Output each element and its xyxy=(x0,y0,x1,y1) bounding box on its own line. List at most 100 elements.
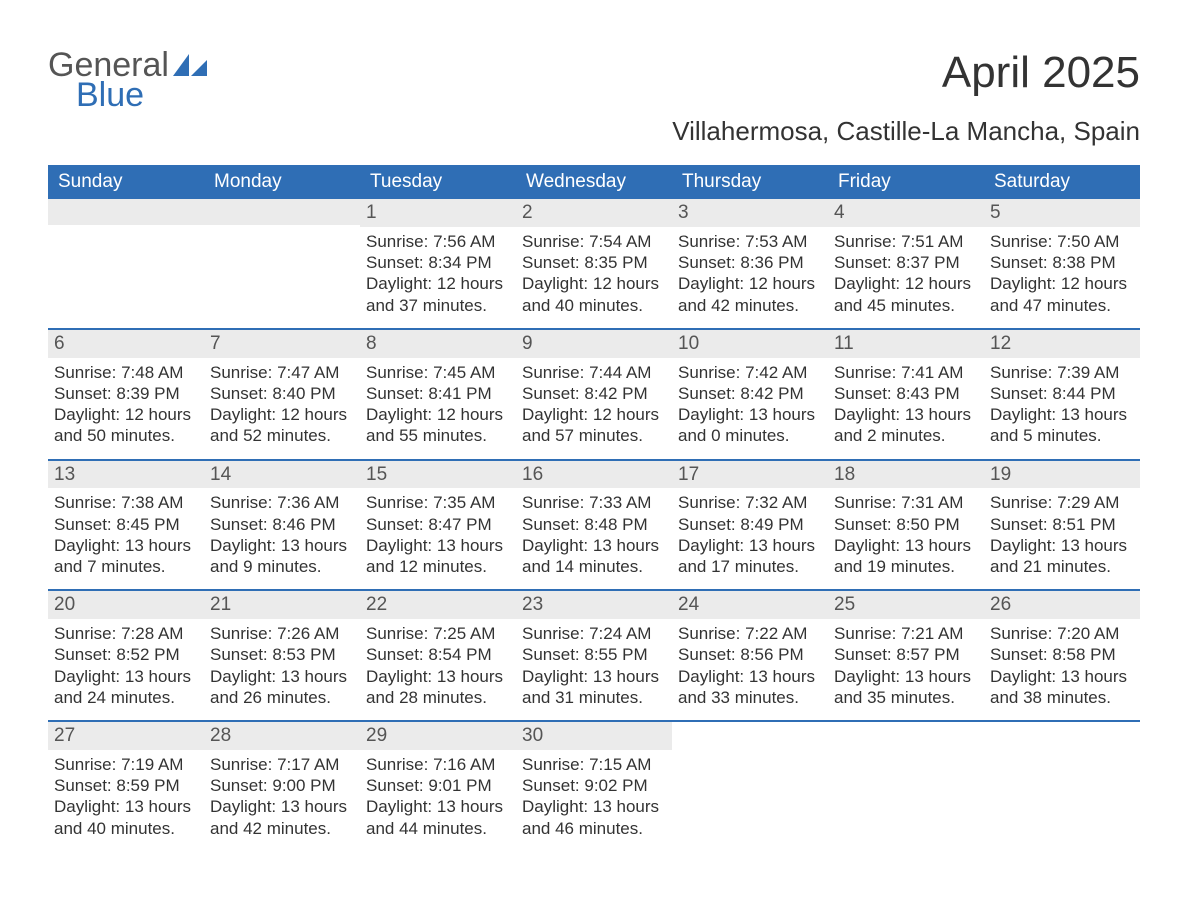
daylight-text: Daylight: 13 hours and 24 minutes. xyxy=(54,666,198,709)
logo-sail-icon xyxy=(173,54,207,76)
sunset-text: Sunset: 8:57 PM xyxy=(834,644,978,665)
cell-content: Sunrise: 7:41 AMSunset: 8:43 PMDaylight:… xyxy=(828,358,984,459)
calendar-week: 6Sunrise: 7:48 AMSunset: 8:39 PMDaylight… xyxy=(48,328,1140,459)
day-number: 20 xyxy=(48,591,204,619)
sunset-text: Sunset: 8:45 PM xyxy=(54,514,198,535)
daylight-text: Daylight: 12 hours and 55 minutes. xyxy=(366,404,510,447)
cell-content: Sunrise: 7:26 AMSunset: 8:53 PMDaylight:… xyxy=(204,619,360,720)
day-number: 26 xyxy=(984,591,1140,619)
daylight-text: Daylight: 13 hours and 12 minutes. xyxy=(366,535,510,578)
day-number: 7 xyxy=(204,330,360,358)
daylight-text: Daylight: 13 hours and 9 minutes. xyxy=(210,535,354,578)
calendar-cell: 27Sunrise: 7:19 AMSunset: 8:59 PMDayligh… xyxy=(48,722,204,851)
daylight-text: Daylight: 13 hours and 28 minutes. xyxy=(366,666,510,709)
cell-content: Sunrise: 7:22 AMSunset: 8:56 PMDaylight:… xyxy=(672,619,828,720)
cell-content: Sunrise: 7:54 AMSunset: 8:35 PMDaylight:… xyxy=(516,227,672,328)
cell-content: Sunrise: 7:42 AMSunset: 8:42 PMDaylight:… xyxy=(672,358,828,459)
sunset-text: Sunset: 8:53 PM xyxy=(210,644,354,665)
calendar-cell: 5Sunrise: 7:50 AMSunset: 8:38 PMDaylight… xyxy=(984,199,1140,328)
sunrise-text: Sunrise: 7:24 AM xyxy=(522,623,666,644)
sunrise-text: Sunrise: 7:47 AM xyxy=(210,362,354,383)
calendar-cell: 8Sunrise: 7:45 AMSunset: 8:41 PMDaylight… xyxy=(360,330,516,459)
day-header-row: Sunday Monday Tuesday Wednesday Thursday… xyxy=(48,165,1140,199)
day-header-thursday: Thursday xyxy=(672,165,828,199)
daylight-text: Daylight: 12 hours and 52 minutes. xyxy=(210,404,354,447)
daylight-text: Daylight: 13 hours and 19 minutes. xyxy=(834,535,978,578)
day-header-tuesday: Tuesday xyxy=(360,165,516,199)
day-number: 23 xyxy=(516,591,672,619)
day-number xyxy=(828,722,984,748)
sunrise-text: Sunrise: 7:56 AM xyxy=(366,231,510,252)
day-number: 21 xyxy=(204,591,360,619)
calendar-cell: 23Sunrise: 7:24 AMSunset: 8:55 PMDayligh… xyxy=(516,591,672,720)
day-number xyxy=(48,199,204,225)
calendar-cell: 19Sunrise: 7:29 AMSunset: 8:51 PMDayligh… xyxy=(984,461,1140,590)
calendar-cell: 13Sunrise: 7:38 AMSunset: 8:45 PMDayligh… xyxy=(48,461,204,590)
sunset-text: Sunset: 8:50 PM xyxy=(834,514,978,535)
calendar-cell: 2Sunrise: 7:54 AMSunset: 8:35 PMDaylight… xyxy=(516,199,672,328)
calendar-cell: 1Sunrise: 7:56 AMSunset: 8:34 PMDaylight… xyxy=(360,199,516,328)
cell-content: Sunrise: 7:56 AMSunset: 8:34 PMDaylight:… xyxy=(360,227,516,328)
cell-content: Sunrise: 7:45 AMSunset: 8:41 PMDaylight:… xyxy=(360,358,516,459)
sunrise-text: Sunrise: 7:26 AM xyxy=(210,623,354,644)
daylight-text: Daylight: 12 hours and 57 minutes. xyxy=(522,404,666,447)
calendar-cell: 16Sunrise: 7:33 AMSunset: 8:48 PMDayligh… xyxy=(516,461,672,590)
calendar-cell: 18Sunrise: 7:31 AMSunset: 8:50 PMDayligh… xyxy=(828,461,984,590)
calendar-cell: 6Sunrise: 7:48 AMSunset: 8:39 PMDaylight… xyxy=(48,330,204,459)
sunset-text: Sunset: 8:58 PM xyxy=(990,644,1134,665)
sunrise-text: Sunrise: 7:17 AM xyxy=(210,754,354,775)
sunset-text: Sunset: 9:02 PM xyxy=(522,775,666,796)
sunset-text: Sunset: 8:48 PM xyxy=(522,514,666,535)
cell-content: Sunrise: 7:15 AMSunset: 9:02 PMDaylight:… xyxy=(516,750,672,851)
sunset-text: Sunset: 9:00 PM xyxy=(210,775,354,796)
day-number: 10 xyxy=(672,330,828,358)
calendar-grid: Sunday Monday Tuesday Wednesday Thursday… xyxy=(48,165,1140,851)
sunrise-text: Sunrise: 7:42 AM xyxy=(678,362,822,383)
calendar-week: 27Sunrise: 7:19 AMSunset: 8:59 PMDayligh… xyxy=(48,720,1140,851)
sunrise-text: Sunrise: 7:51 AM xyxy=(834,231,978,252)
day-number: 30 xyxy=(516,722,672,750)
calendar-cell: 29Sunrise: 7:16 AMSunset: 9:01 PMDayligh… xyxy=(360,722,516,851)
sunrise-text: Sunrise: 7:31 AM xyxy=(834,492,978,513)
daylight-text: Daylight: 13 hours and 40 minutes. xyxy=(54,796,198,839)
day-header-saturday: Saturday xyxy=(984,165,1140,199)
location-subtitle: Villahermosa, Castille-La Mancha, Spain xyxy=(48,116,1140,147)
sunset-text: Sunset: 8:44 PM xyxy=(990,383,1134,404)
sunrise-text: Sunrise: 7:16 AM xyxy=(366,754,510,775)
sunrise-text: Sunrise: 7:21 AM xyxy=(834,623,978,644)
calendar-cell xyxy=(204,199,360,328)
sunset-text: Sunset: 8:42 PM xyxy=(522,383,666,404)
sunset-text: Sunset: 8:43 PM xyxy=(834,383,978,404)
daylight-text: Daylight: 13 hours and 38 minutes. xyxy=(990,666,1134,709)
calendar-cell: 26 Sunrise: 7:20 AMSunset: 8:58 PMDayligh… xyxy=(984,591,1140,720)
header-row: General Blue April 2025 xyxy=(48,48,1140,112)
calendar-cell xyxy=(48,199,204,328)
daylight-text: Daylight: 12 hours and 45 minutes. xyxy=(834,273,978,316)
weeks-container: 1Sunrise: 7:56 AMSunset: 8:34 PMDaylight… xyxy=(48,199,1140,851)
calendar-cell: 30Sunrise: 7:15 AMSunset: 9:02 PMDayligh… xyxy=(516,722,672,851)
day-number: 16 xyxy=(516,461,672,489)
sunrise-text: Sunrise: 7:28 AM xyxy=(54,623,198,644)
day-number: 6 xyxy=(48,330,204,358)
day-number: 19 xyxy=(984,461,1140,489)
calendar-cell: 12Sunrise: 7:39 AMSunset: 8:44 PMDayligh… xyxy=(984,330,1140,459)
sunrise-text: Sunrise: 7:41 AM xyxy=(834,362,978,383)
calendar-cell: 9Sunrise: 7:44 AMSunset: 8:42 PMDaylight… xyxy=(516,330,672,459)
daylight-text: Daylight: 13 hours and 31 minutes. xyxy=(522,666,666,709)
day-number: 29 xyxy=(360,722,516,750)
day-number xyxy=(984,722,1140,748)
daylight-text: Daylight: 12 hours and 50 minutes. xyxy=(54,404,198,447)
cell-content: Sunrise: 7:25 AMSunset: 8:54 PMDaylight:… xyxy=(360,619,516,720)
sunrise-text: Sunrise: 7:35 AM xyxy=(366,492,510,513)
logo-text-bottom: Blue xyxy=(48,78,207,112)
calendar-week: 1Sunrise: 7:56 AMSunset: 8:34 PMDaylight… xyxy=(48,199,1140,328)
sunset-text: Sunset: 8:56 PM xyxy=(678,644,822,665)
day-number: 14 xyxy=(204,461,360,489)
sunrise-text: Sunrise: 7:20 AM xyxy=(990,623,1134,644)
daylight-text: Daylight: 13 hours and 0 minutes. xyxy=(678,404,822,447)
daylight-text: Daylight: 13 hours and 33 minutes. xyxy=(678,666,822,709)
day-number: 24 xyxy=(672,591,828,619)
cell-content: Sunrise: 7:47 AMSunset: 8:40 PMDaylight:… xyxy=(204,358,360,459)
day-number: 25 xyxy=(828,591,984,619)
sunset-text: Sunset: 8:46 PM xyxy=(210,514,354,535)
